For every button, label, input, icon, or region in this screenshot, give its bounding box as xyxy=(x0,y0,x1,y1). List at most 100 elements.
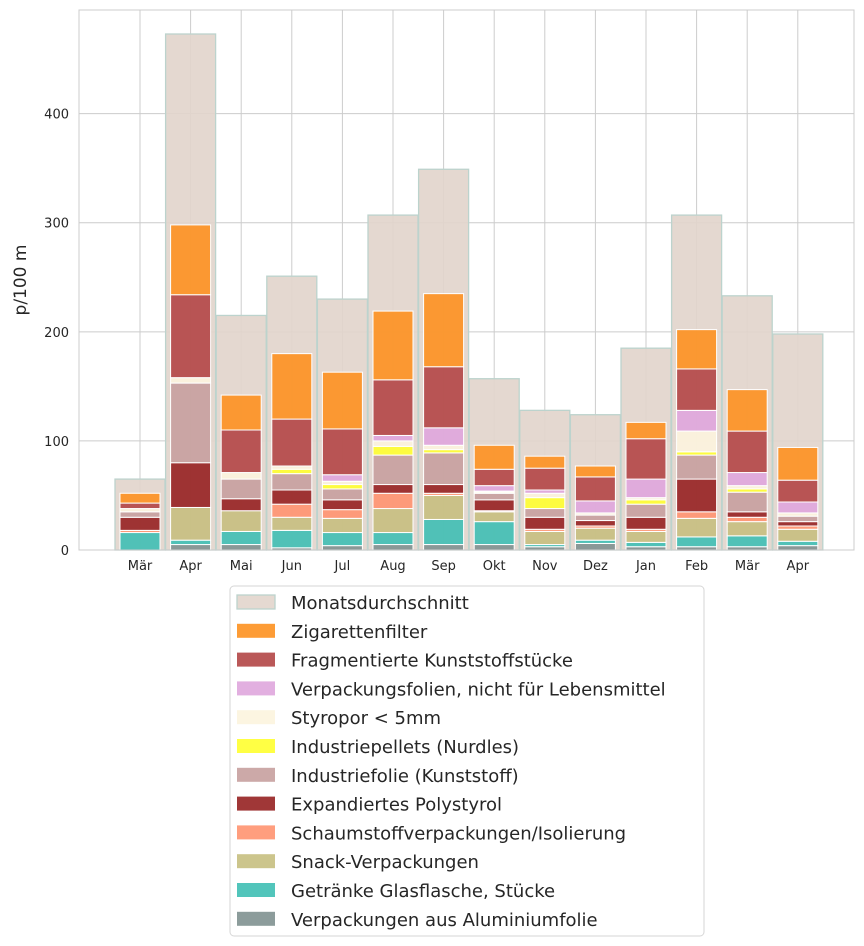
legend: Monatsdurchschnitt Zigarettenfilter Fragme… xyxy=(229,585,705,937)
bar-segment xyxy=(676,368,718,411)
bar-segment xyxy=(726,472,768,487)
x-tick-label: Sep xyxy=(431,559,456,574)
bar-segment xyxy=(372,310,414,381)
bar-segment xyxy=(625,530,667,543)
x-tick-label: Okt xyxy=(483,559,506,574)
bar-segment xyxy=(726,535,768,548)
legend-label: Styropor < 5mm xyxy=(291,708,441,729)
bar-segment xyxy=(170,544,212,551)
bar-segment xyxy=(574,542,616,551)
legend-label: Getränke Glasflasche, Stücke xyxy=(291,881,555,902)
legend-label: Expandiertes Polystyrol xyxy=(291,795,502,816)
bar-segment xyxy=(473,511,515,523)
bar-segment xyxy=(372,492,414,510)
bar-segment xyxy=(676,478,718,513)
bar-segment xyxy=(676,329,718,370)
bar-segment xyxy=(220,544,262,551)
bar-segment xyxy=(321,517,363,534)
bar-segment xyxy=(271,516,313,531)
bar-segment xyxy=(777,501,819,514)
bar-segment xyxy=(372,434,414,442)
bar-segment xyxy=(676,430,718,453)
bar-segment xyxy=(321,499,363,511)
bar-segment xyxy=(170,382,212,464)
legend-swatch xyxy=(237,681,275,696)
stacked-bars xyxy=(119,224,819,551)
legend-label: Verpackungen aus Aluminiumfolie xyxy=(291,910,598,931)
bar-segment xyxy=(625,541,667,548)
bar-segment xyxy=(372,484,414,494)
bar-segment xyxy=(423,366,465,429)
bar-segment xyxy=(726,521,768,537)
x-tick-label: Apr xyxy=(179,559,202,574)
plot-frame xyxy=(78,9,855,551)
bar-segment xyxy=(271,473,313,491)
bar-segment xyxy=(170,377,212,384)
bar-segment xyxy=(625,438,667,480)
y-tick-label: 400 xyxy=(44,108,69,123)
bar-segment xyxy=(271,353,313,420)
x-tick-label: Mär xyxy=(735,559,760,574)
bar-segment xyxy=(271,418,313,467)
bar-segment xyxy=(726,511,768,518)
bar-segment xyxy=(170,506,212,541)
x-tick-label: Apr xyxy=(787,559,810,574)
x-tick-label: Mär xyxy=(128,559,153,574)
bar-segment xyxy=(220,498,262,512)
legend-label: Industriepellets (Nurdles) xyxy=(291,737,519,758)
y-tick-label: 300 xyxy=(44,217,69,232)
bar-segment xyxy=(524,516,566,530)
bar-segment xyxy=(220,478,262,500)
x-tick-label: Dez xyxy=(583,559,608,574)
bar-segment xyxy=(321,474,363,482)
legend-label: Monatsdurchschnitt xyxy=(291,593,469,614)
x-tick-label: Nov xyxy=(532,559,558,574)
legend-swatch xyxy=(237,825,275,840)
legend-swatch xyxy=(237,623,275,638)
legend-swatch xyxy=(237,883,275,897)
bar-segment xyxy=(726,491,768,513)
bar-segment xyxy=(372,544,414,551)
bar-segment xyxy=(271,503,313,518)
bar-segment xyxy=(676,517,718,538)
legend-frame xyxy=(229,585,705,937)
bar-segment xyxy=(676,536,718,548)
bar-segment xyxy=(625,516,667,530)
bar-segment xyxy=(321,545,363,551)
bar-segment xyxy=(423,484,465,494)
legend-swatch xyxy=(236,594,276,610)
bar-segment xyxy=(423,427,465,446)
bar-segment xyxy=(777,479,819,503)
legend-swatch xyxy=(237,796,275,811)
bar-segment xyxy=(372,445,414,456)
bar-segment xyxy=(321,484,363,490)
bar-segment xyxy=(777,446,819,481)
bar-segment xyxy=(777,540,819,547)
x-tick-label: Jan xyxy=(635,559,656,574)
legend-swatch xyxy=(237,739,275,753)
bar-segment xyxy=(473,521,515,546)
bar-segment xyxy=(220,530,262,546)
bar-segment xyxy=(372,508,414,534)
x-tick-label: Feb xyxy=(685,559,708,574)
bar-segment xyxy=(170,462,212,508)
x-tick-labels: Mär Apr Mai Jun Jul Aug Sep Okt Nov Dez Jan Feb Mär A… xyxy=(128,559,810,574)
bar-segment xyxy=(524,492,566,499)
bar-segment xyxy=(170,539,212,546)
y-tick-label: 200 xyxy=(44,326,69,341)
legend-items: Monatsdurchschnitt Zigarettenfilter Fragme… xyxy=(236,593,666,931)
bar-segment xyxy=(473,444,515,470)
bar-segment xyxy=(473,492,515,501)
bar-segment xyxy=(119,492,161,504)
legend-label: Industriefolie (Kunststoff) xyxy=(291,766,519,787)
bar-segment xyxy=(524,530,566,546)
bar-segment xyxy=(271,489,313,505)
bar-segment xyxy=(574,514,616,522)
legend-label: Verpackungsfolien, nicht für Lebensmitte… xyxy=(291,679,666,700)
bar-segment xyxy=(271,468,313,475)
bar-segment xyxy=(625,478,667,499)
bar-segment xyxy=(524,497,566,510)
legend-label: Schaumstoffverpackungen/Isolierung xyxy=(291,823,626,844)
bar-segment xyxy=(321,488,363,501)
